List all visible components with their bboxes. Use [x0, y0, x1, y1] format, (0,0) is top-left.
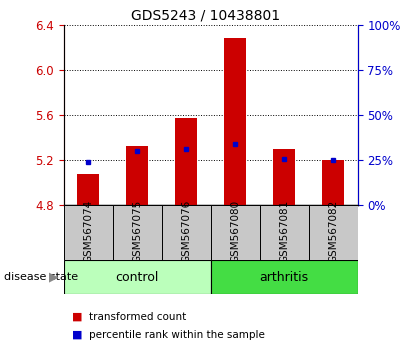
Bar: [162, 205, 211, 260]
Bar: [113, 205, 162, 260]
Text: percentile rank within the sample: percentile rank within the sample: [89, 330, 265, 339]
Bar: [260, 205, 309, 260]
Bar: [64, 260, 210, 294]
Text: control: control: [115, 270, 159, 284]
Text: arthritis: arthritis: [259, 270, 309, 284]
Bar: [175, 119, 197, 205]
Text: GSM567082: GSM567082: [328, 200, 338, 263]
Text: disease state: disease state: [4, 272, 78, 282]
Text: transformed count: transformed count: [89, 312, 187, 322]
Text: ■: ■: [72, 312, 83, 322]
Bar: [224, 38, 246, 205]
Text: GDS5243 / 10438801: GDS5243 / 10438801: [131, 9, 280, 23]
Bar: [211, 260, 358, 294]
Text: GSM567074: GSM567074: [83, 200, 93, 263]
Bar: [211, 205, 260, 260]
Bar: [126, 145, 148, 205]
Bar: [322, 160, 344, 205]
Bar: [273, 149, 295, 205]
Bar: [309, 205, 358, 260]
Text: ■: ■: [72, 330, 83, 339]
Bar: [64, 205, 113, 260]
Text: GSM567081: GSM567081: [279, 200, 289, 263]
Bar: [77, 174, 99, 205]
Text: GSM567080: GSM567080: [230, 200, 240, 263]
Text: GSM567076: GSM567076: [181, 200, 191, 263]
Text: GSM567075: GSM567075: [132, 200, 142, 263]
Text: ▶: ▶: [48, 270, 58, 284]
